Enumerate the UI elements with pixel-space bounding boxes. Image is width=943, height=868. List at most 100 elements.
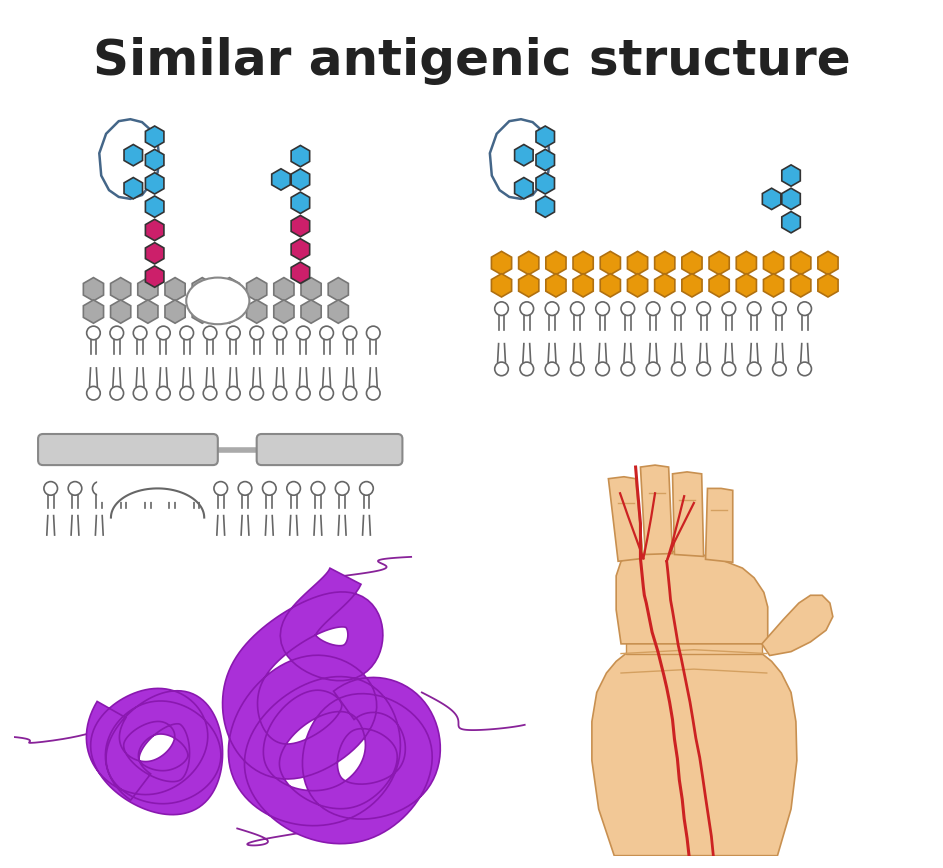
Polygon shape (640, 465, 672, 555)
Polygon shape (165, 300, 185, 323)
Circle shape (214, 482, 227, 496)
Circle shape (226, 326, 240, 339)
Circle shape (273, 386, 287, 400)
Polygon shape (145, 173, 164, 194)
Polygon shape (272, 168, 290, 190)
Circle shape (157, 326, 170, 339)
Polygon shape (291, 262, 309, 284)
Circle shape (671, 362, 686, 376)
Circle shape (495, 302, 508, 315)
Circle shape (545, 362, 559, 376)
Polygon shape (818, 273, 838, 297)
Polygon shape (489, 119, 550, 199)
Circle shape (748, 302, 761, 315)
Polygon shape (790, 273, 811, 297)
Polygon shape (491, 252, 512, 274)
Polygon shape (601, 252, 620, 274)
Circle shape (273, 326, 287, 339)
Polygon shape (328, 300, 348, 323)
Circle shape (117, 482, 130, 496)
Polygon shape (762, 188, 781, 209)
Polygon shape (536, 126, 554, 148)
Polygon shape (782, 165, 801, 187)
Circle shape (621, 362, 635, 376)
Circle shape (697, 362, 710, 376)
Circle shape (68, 482, 82, 496)
Polygon shape (782, 212, 801, 233)
Polygon shape (682, 273, 702, 297)
Polygon shape (145, 196, 164, 217)
Circle shape (520, 302, 534, 315)
Circle shape (571, 362, 584, 376)
Circle shape (320, 386, 334, 400)
Circle shape (262, 482, 276, 496)
Polygon shape (491, 273, 512, 297)
Circle shape (621, 302, 635, 315)
Polygon shape (762, 595, 833, 655)
Circle shape (165, 482, 179, 496)
Polygon shape (301, 300, 322, 323)
Circle shape (141, 482, 155, 496)
Polygon shape (273, 300, 294, 323)
Polygon shape (654, 273, 675, 297)
Polygon shape (627, 252, 648, 274)
Polygon shape (573, 273, 593, 297)
Circle shape (226, 386, 240, 400)
Polygon shape (536, 149, 554, 171)
Circle shape (772, 302, 786, 315)
Polygon shape (601, 273, 620, 297)
Circle shape (772, 362, 786, 376)
Circle shape (180, 326, 193, 339)
Circle shape (180, 386, 193, 400)
Polygon shape (519, 273, 538, 297)
Polygon shape (573, 252, 593, 274)
Polygon shape (736, 273, 756, 297)
Polygon shape (291, 192, 309, 214)
Polygon shape (291, 168, 309, 190)
Polygon shape (515, 177, 533, 199)
Circle shape (157, 386, 170, 400)
Circle shape (520, 362, 534, 376)
Circle shape (204, 326, 217, 339)
Polygon shape (220, 300, 240, 323)
Circle shape (296, 326, 310, 339)
Polygon shape (654, 252, 675, 274)
Polygon shape (83, 278, 104, 301)
Polygon shape (764, 273, 784, 297)
Polygon shape (616, 551, 768, 644)
Polygon shape (145, 220, 164, 240)
Circle shape (646, 362, 660, 376)
FancyBboxPatch shape (38, 434, 218, 465)
Circle shape (367, 386, 380, 400)
Circle shape (320, 326, 334, 339)
Polygon shape (328, 278, 348, 301)
Polygon shape (764, 252, 784, 274)
Polygon shape (220, 278, 240, 301)
Circle shape (545, 302, 559, 315)
Polygon shape (145, 149, 164, 171)
Polygon shape (83, 300, 104, 323)
Polygon shape (124, 144, 142, 166)
Polygon shape (99, 119, 159, 199)
Circle shape (110, 386, 124, 400)
Polygon shape (291, 239, 309, 260)
Circle shape (343, 386, 356, 400)
Polygon shape (705, 489, 733, 562)
Circle shape (646, 302, 660, 315)
Polygon shape (138, 300, 158, 323)
Circle shape (596, 302, 609, 315)
Circle shape (722, 362, 736, 376)
Circle shape (798, 302, 812, 315)
Polygon shape (87, 688, 223, 815)
Circle shape (250, 326, 263, 339)
Polygon shape (672, 472, 703, 556)
Circle shape (671, 302, 686, 315)
Polygon shape (536, 173, 554, 194)
Polygon shape (145, 126, 164, 148)
Polygon shape (301, 278, 322, 301)
Circle shape (287, 482, 301, 496)
Circle shape (311, 482, 324, 496)
Polygon shape (124, 177, 142, 199)
Polygon shape (818, 252, 838, 274)
Text: Similar antigenic structure: Similar antigenic structure (92, 37, 851, 85)
